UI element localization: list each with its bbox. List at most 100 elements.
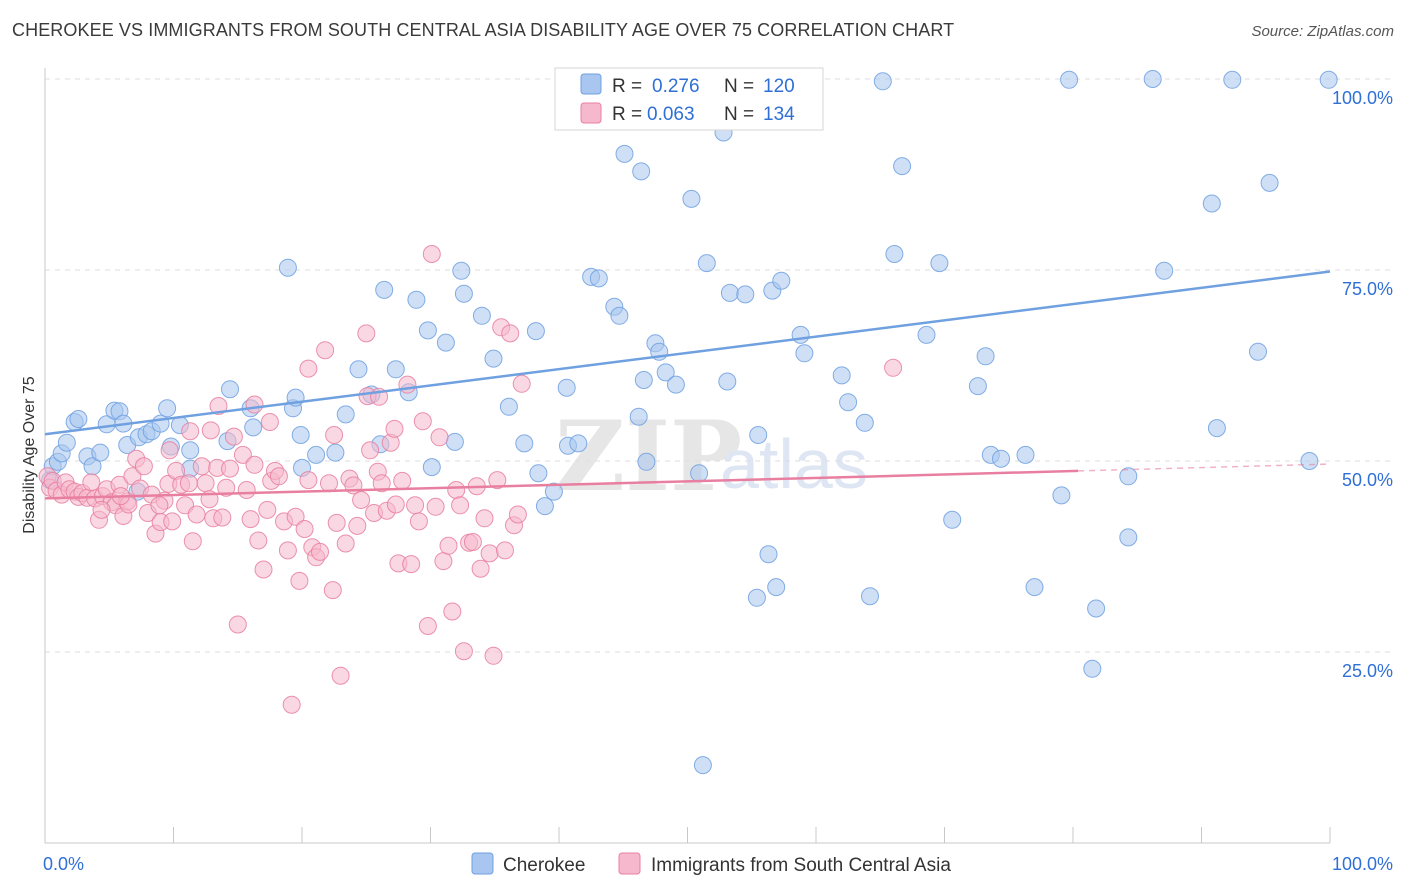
point-s0-109: [1202, 194, 1221, 213]
point-s0-67: [632, 162, 651, 181]
point-s1-37: [187, 505, 206, 524]
point-s0-6: [69, 410, 88, 428]
y-tick-label-1: 75.0%: [1342, 279, 1393, 299]
legend-n-label-1: N =: [724, 76, 754, 97]
point-s1-67: [311, 542, 329, 561]
point-s0-4: [57, 433, 76, 452]
point-s1-76: [348, 516, 367, 535]
point-s1-108: [480, 544, 499, 563]
y-tick-label-2: 50.0%: [1342, 470, 1393, 490]
point-s0-39: [375, 280, 394, 299]
point-s0-83: [772, 271, 791, 290]
axes: [44, 68, 1331, 844]
point-s0-74: [682, 189, 701, 208]
point-s0-28: [244, 418, 263, 437]
point-s1-53: [254, 560, 273, 579]
point-s1-60: [282, 695, 301, 714]
point-s0-114: [1300, 452, 1319, 470]
point-s1-109: [484, 646, 503, 665]
point-s0-107: [1143, 70, 1162, 88]
bottom-legend-label-cherokee: Cherokee: [503, 855, 585, 876]
legend-swatch-immigrants: [580, 102, 602, 124]
point-s0-48: [452, 261, 471, 280]
grid-lines: [45, 78, 1395, 653]
point-s0-96: [976, 347, 995, 366]
point-s1-110: [488, 471, 507, 490]
point-s0-60: [557, 378, 576, 397]
point-s0-92: [917, 325, 936, 344]
point-s0-105: [1119, 467, 1138, 486]
point-s0-56: [535, 497, 554, 516]
bottom-legend-swatch-immigrants: [618, 852, 641, 875]
point-s1-57: [269, 467, 288, 486]
point-s0-87: [839, 393, 858, 412]
point-s1-120: [260, 413, 279, 431]
series-legend: Cherokee Immigrants from South Central A…: [471, 852, 951, 876]
point-s0-85: [795, 344, 814, 363]
point-s0-45: [422, 458, 441, 477]
point-s1-61: [286, 507, 305, 526]
y-tick-label-3: 25.0%: [1342, 661, 1393, 681]
point-s0-94: [943, 510, 962, 529]
point-s0-118: [767, 578, 786, 597]
point-s1-39: [196, 474, 215, 493]
point-s0-73: [666, 375, 685, 394]
y-tick-labels: 100.0% 75.0% 50.0% 25.0%: [1332, 88, 1393, 681]
point-s1-51: [245, 455, 264, 474]
data-points: [38, 70, 1338, 775]
point-s1-101: [451, 496, 470, 515]
point-s1-62: [290, 571, 309, 590]
point-s0-47: [445, 432, 464, 451]
point-s0-21: [158, 399, 177, 418]
point-s0-51: [484, 349, 503, 368]
point-s1-82: [372, 474, 391, 493]
point-s1-99: [443, 602, 462, 621]
point-s1-90: [406, 496, 425, 515]
x-tick-labels: 0.0% 100.0%: [43, 854, 1393, 874]
point-s1-106: [471, 559, 490, 578]
trend-line-1: [44, 469, 1079, 500]
point-s1-24: [134, 457, 153, 476]
point-s0-54: [529, 464, 548, 483]
point-s1-79: [361, 441, 380, 460]
point-s1-44: [217, 478, 236, 497]
point-s0-117: [693, 756, 712, 775]
point-s1-36: [183, 532, 202, 551]
point-s1-123: [299, 359, 318, 378]
point-s1-47: [228, 615, 247, 634]
point-s0-41: [386, 360, 405, 379]
series-1-points: [38, 245, 903, 714]
watermark-atlas: atlas: [720, 425, 868, 503]
point-s0-69: [637, 452, 656, 471]
point-s0-55: [526, 322, 545, 341]
point-s1-125: [386, 495, 405, 514]
legend-r-label-1: R =: [612, 76, 642, 97]
point-s0-29: [278, 258, 297, 277]
point-s0-43: [407, 290, 426, 309]
y-tick-label-0: 100.0%: [1332, 88, 1393, 108]
point-s0-37: [349, 360, 368, 379]
point-s0-36: [336, 405, 355, 424]
point-s1-49: [237, 481, 256, 499]
legend-n-value-1: 120: [763, 76, 795, 97]
point-s0-57: [544, 482, 563, 501]
point-s0-101: [1052, 486, 1071, 505]
point-s1-46: [224, 427, 243, 446]
point-s1-70: [323, 581, 342, 600]
point-s1-131: [92, 500, 111, 519]
legend-n-value-2: 134: [763, 104, 795, 125]
point-s0-72: [656, 363, 675, 382]
point-s1-89: [402, 555, 421, 574]
trend-line-0: [44, 270, 1331, 436]
point-s0-65: [615, 144, 634, 163]
point-s0-93: [930, 254, 949, 273]
point-s0-115: [1319, 70, 1338, 89]
point-s1-107: [475, 509, 494, 528]
point-s1-112: [496, 541, 514, 560]
trend-line-dashed-1: [1078, 463, 1331, 472]
point-s1-98: [439, 536, 458, 555]
source-credit: Source: ZipAtlas.com: [1251, 23, 1394, 40]
point-s1-116: [512, 374, 531, 393]
point-s0-110: [1207, 419, 1226, 438]
